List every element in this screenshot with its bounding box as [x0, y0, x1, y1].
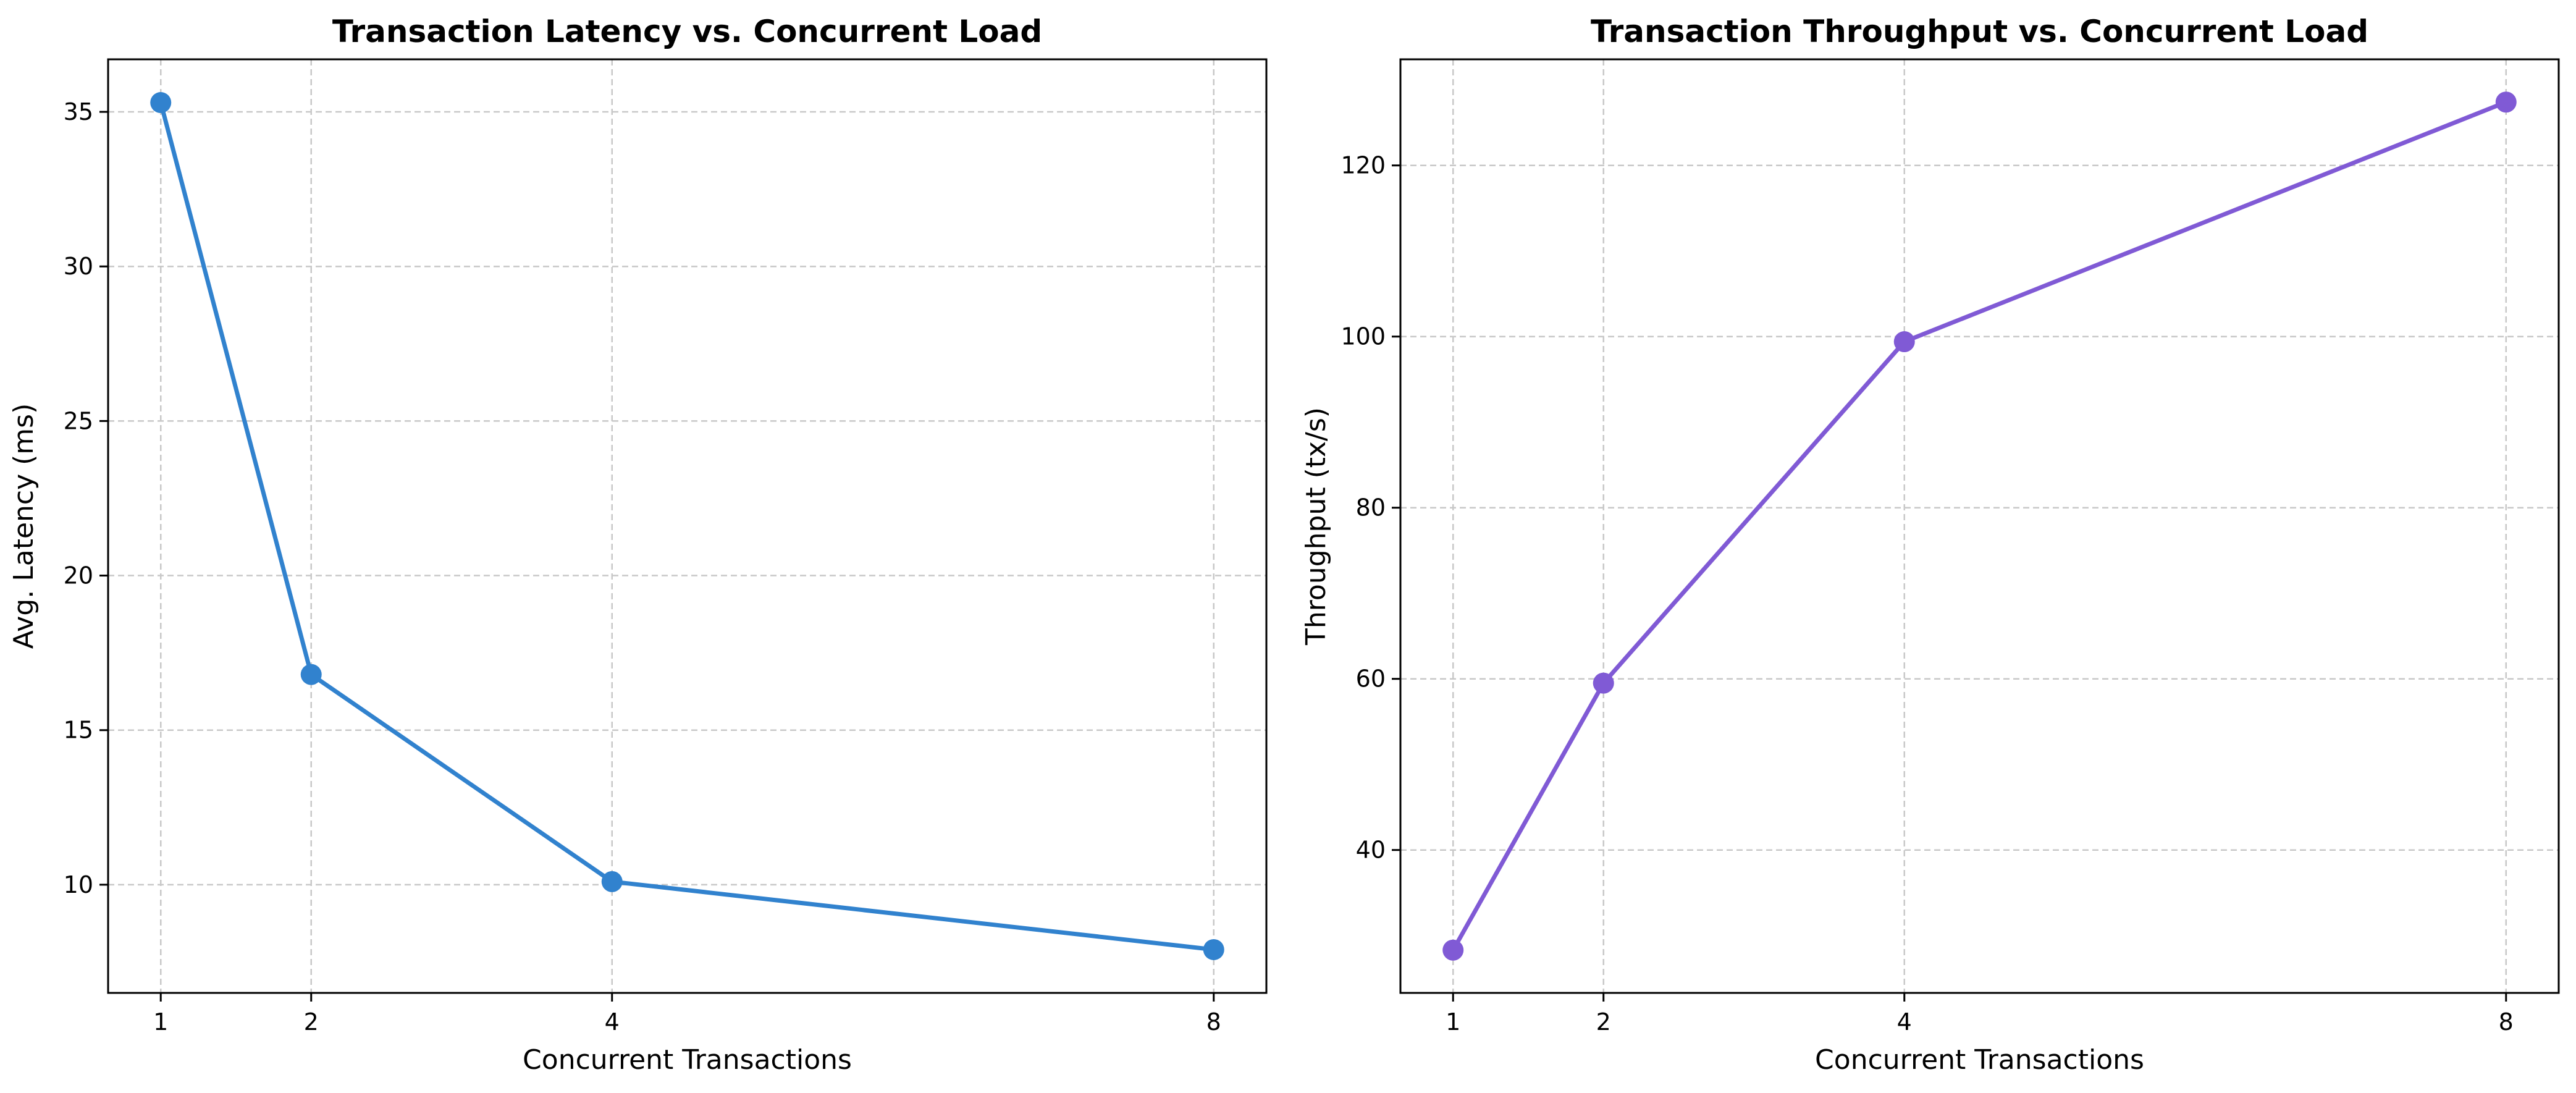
y-tick-label: 15: [64, 717, 93, 744]
x-tick-label: 1: [153, 1008, 168, 1036]
y-tick-label: 30: [64, 253, 93, 280]
y-tick-label: 10: [64, 871, 93, 898]
series: [1442, 91, 2517, 961]
data-point: [300, 664, 322, 685]
y-tick-label: 20: [64, 562, 93, 589]
x-tick-label: 4: [605, 1008, 620, 1036]
plot-area-bg: [108, 59, 1266, 993]
data-point: [1593, 672, 1614, 694]
data-point: [601, 871, 623, 892]
grid: [1400, 59, 2559, 993]
x-axis-label: Concurrent Transactions: [1815, 1044, 2144, 1076]
series-line: [158, 100, 1216, 952]
y-tick-label: 40: [1356, 837, 1386, 864]
series: [150, 92, 1224, 960]
series-line: [1450, 99, 2509, 953]
y-axis-label: Avg. Latency (ms): [8, 403, 40, 649]
y-tick-label: 35: [64, 98, 93, 125]
data-point: [2495, 91, 2517, 113]
y-axis-label: Throughput (tx/s): [1300, 407, 1332, 646]
y-tick-label: 25: [64, 407, 93, 434]
ticks: 1 2 4 8 40 60 80 100 120: [1341, 152, 2513, 1036]
y-tick-label: 60: [1356, 665, 1386, 693]
x-tick-label: 2: [1596, 1008, 1611, 1036]
chart-title: Transaction Throughput vs. Concurrent Lo…: [1591, 14, 2368, 49]
x-tick-label: 8: [2499, 1008, 2514, 1036]
data-point: [1893, 331, 1915, 353]
x-axis-label: Concurrent Transactions: [523, 1044, 852, 1076]
ticks: 1 2 4 8 10 15 20 25 30 35: [64, 98, 1221, 1036]
y-tick-label: 100: [1341, 323, 1386, 350]
x-tick-label: 1: [1446, 1008, 1460, 1036]
chart-title: Transaction Latency vs. Concurrent Load: [332, 14, 1042, 49]
y-tick-label: 120: [1341, 152, 1386, 179]
x-tick-label: 8: [1206, 1008, 1221, 1036]
data-point: [1203, 939, 1224, 960]
x-tick-label: 4: [1897, 1008, 1912, 1036]
y-tick-label: 80: [1356, 494, 1386, 521]
data-point: [1442, 939, 1464, 961]
x-tick-label: 2: [304, 1008, 319, 1036]
plot-area-bg: [1400, 59, 2559, 993]
latency-chart: 1 2 4 8 10 15 20 25 30 35 Transaction Latency vs.…: [8, 14, 1268, 1076]
throughput-chart: 1 2 4 8 40 60 80 100 120 Transaction Throughput …: [1300, 14, 2560, 1076]
plot-frame: [1399, 58, 2560, 994]
data-point: [150, 92, 172, 114]
plot-frame: [107, 58, 1268, 994]
grid: [108, 59, 1266, 993]
